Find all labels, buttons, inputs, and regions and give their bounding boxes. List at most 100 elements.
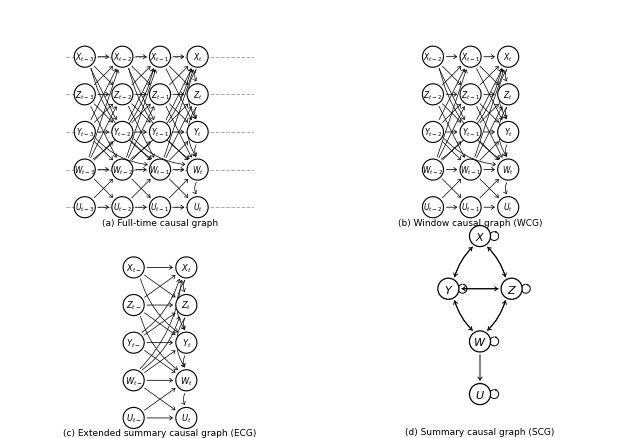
Text: $X$: $X$	[475, 230, 485, 243]
Text: $U_{t-2}$: $U_{t-2}$	[113, 201, 132, 214]
Circle shape	[422, 122, 444, 143]
Circle shape	[187, 85, 208, 106]
Text: $X_{t-1}$: $X_{t-1}$	[150, 51, 170, 64]
Circle shape	[74, 197, 95, 218]
Circle shape	[123, 370, 144, 391]
Circle shape	[187, 160, 208, 181]
Text: $W_{t-1}$: $W_{t-1}$	[460, 164, 481, 177]
Text: $X_{t-3}$: $X_{t-3}$	[75, 51, 94, 64]
Text: (c) Extended summary causal graph (ECG): (c) Extended summary causal graph (ECG)	[63, 428, 257, 438]
Text: $Z_{t-1}$: $Z_{t-1}$	[461, 89, 480, 101]
Text: $W_{t-2}$: $W_{t-2}$	[112, 164, 133, 177]
Circle shape	[150, 160, 170, 181]
Text: $Z_t$: $Z_t$	[504, 89, 513, 101]
Text: $Y_t$: $Y_t$	[182, 337, 191, 349]
Circle shape	[498, 47, 519, 68]
Circle shape	[498, 122, 519, 143]
Circle shape	[123, 295, 144, 316]
Text: $W_t$: $W_t$	[502, 164, 514, 177]
Text: $Y_{t-1}$: $Y_{t-1}$	[461, 127, 480, 139]
Circle shape	[422, 197, 444, 218]
Text: $Y_t$: $Y_t$	[193, 127, 202, 139]
Circle shape	[422, 85, 444, 106]
Text: $X_t$: $X_t$	[503, 51, 513, 64]
Text: $X_t$: $X_t$	[193, 51, 202, 64]
Text: $U_{t-2}$: $U_{t-2}$	[424, 201, 442, 214]
Text: $Y$: $Y$	[444, 283, 453, 295]
Circle shape	[460, 47, 481, 68]
Text: $Z_{t-}$: $Z_{t-}$	[126, 299, 141, 311]
Circle shape	[498, 160, 519, 181]
Text: $Z_t$: $Z_t$	[193, 89, 202, 101]
Circle shape	[187, 122, 208, 143]
Circle shape	[176, 332, 197, 353]
Circle shape	[176, 407, 197, 428]
Text: $Z_{t-2}$: $Z_{t-2}$	[424, 89, 442, 101]
Circle shape	[498, 197, 519, 218]
Text: $X_{t-1}$: $X_{t-1}$	[461, 51, 480, 64]
Circle shape	[470, 384, 490, 405]
Text: $W_t$: $W_t$	[180, 374, 193, 387]
Circle shape	[187, 47, 208, 68]
Circle shape	[150, 47, 170, 68]
Text: $U_t$: $U_t$	[181, 412, 191, 424]
Text: $X_{t-}$: $X_{t-}$	[125, 261, 141, 274]
Circle shape	[150, 122, 170, 143]
Circle shape	[460, 122, 481, 143]
Circle shape	[150, 85, 170, 106]
Text: $X_{t-2}$: $X_{t-2}$	[424, 51, 442, 64]
Text: $U_{t-3}$: $U_{t-3}$	[75, 201, 94, 214]
Text: $W_{t-}$: $W_{t-}$	[125, 374, 143, 387]
Text: $U_t$: $U_t$	[503, 201, 513, 214]
Text: $W_{t-2}$: $W_{t-2}$	[422, 164, 444, 177]
Text: $Y_t$: $Y_t$	[504, 127, 513, 139]
Circle shape	[112, 47, 133, 68]
Text: $X_t$: $X_t$	[181, 261, 191, 274]
Circle shape	[470, 331, 490, 352]
Circle shape	[123, 332, 144, 353]
Circle shape	[112, 122, 133, 143]
Circle shape	[460, 85, 481, 106]
Text: $Z_{t-2}$: $Z_{t-2}$	[113, 89, 132, 101]
Text: $Y_{t-1}$: $Y_{t-1}$	[151, 127, 169, 139]
Text: $Y_{t-2}$: $Y_{t-2}$	[424, 127, 442, 139]
Circle shape	[176, 370, 197, 391]
Text: (b) Window causal graph (WCG): (b) Window causal graph (WCG)	[398, 218, 543, 227]
Circle shape	[74, 160, 95, 181]
Text: $U_{t-1}$: $U_{t-1}$	[150, 201, 170, 214]
Circle shape	[123, 257, 144, 278]
Text: $U_t$: $U_t$	[193, 201, 202, 214]
Circle shape	[422, 160, 444, 181]
Circle shape	[460, 160, 481, 181]
Text: $Z$: $Z$	[507, 283, 516, 295]
Circle shape	[74, 122, 95, 143]
Text: $U$: $U$	[475, 388, 485, 400]
Circle shape	[470, 226, 490, 247]
Circle shape	[112, 85, 133, 106]
Text: $W_t$: $W_t$	[192, 164, 204, 177]
Circle shape	[112, 160, 133, 181]
Text: (a) Full-time causal graph: (a) Full-time causal graph	[102, 218, 218, 227]
Circle shape	[150, 197, 170, 218]
Circle shape	[176, 257, 197, 278]
Circle shape	[438, 279, 459, 300]
Text: (d) Summary causal graph (SCG): (d) Summary causal graph (SCG)	[405, 427, 555, 437]
Text: $Z_{t-3}$: $Z_{t-3}$	[76, 89, 94, 101]
Text: $Y_{t-}$: $Y_{t-}$	[126, 337, 141, 349]
Circle shape	[498, 85, 519, 106]
Circle shape	[123, 407, 144, 428]
Circle shape	[74, 47, 95, 68]
Text: $W$: $W$	[474, 336, 486, 348]
Text: $W_{t-3}$: $W_{t-3}$	[74, 164, 95, 177]
Circle shape	[187, 197, 208, 218]
Text: $Y_{t-3}$: $Y_{t-3}$	[76, 127, 94, 139]
Text: $U_{t-1}$: $U_{t-1}$	[461, 201, 480, 214]
Circle shape	[460, 197, 481, 218]
Text: $W_{t-1}$: $W_{t-1}$	[150, 164, 170, 177]
Circle shape	[501, 279, 522, 300]
Circle shape	[112, 197, 133, 218]
Text: $Z_t$: $Z_t$	[181, 299, 191, 311]
Text: $X_{t-2}$: $X_{t-2}$	[113, 51, 132, 64]
Circle shape	[422, 47, 444, 68]
Circle shape	[176, 295, 197, 316]
